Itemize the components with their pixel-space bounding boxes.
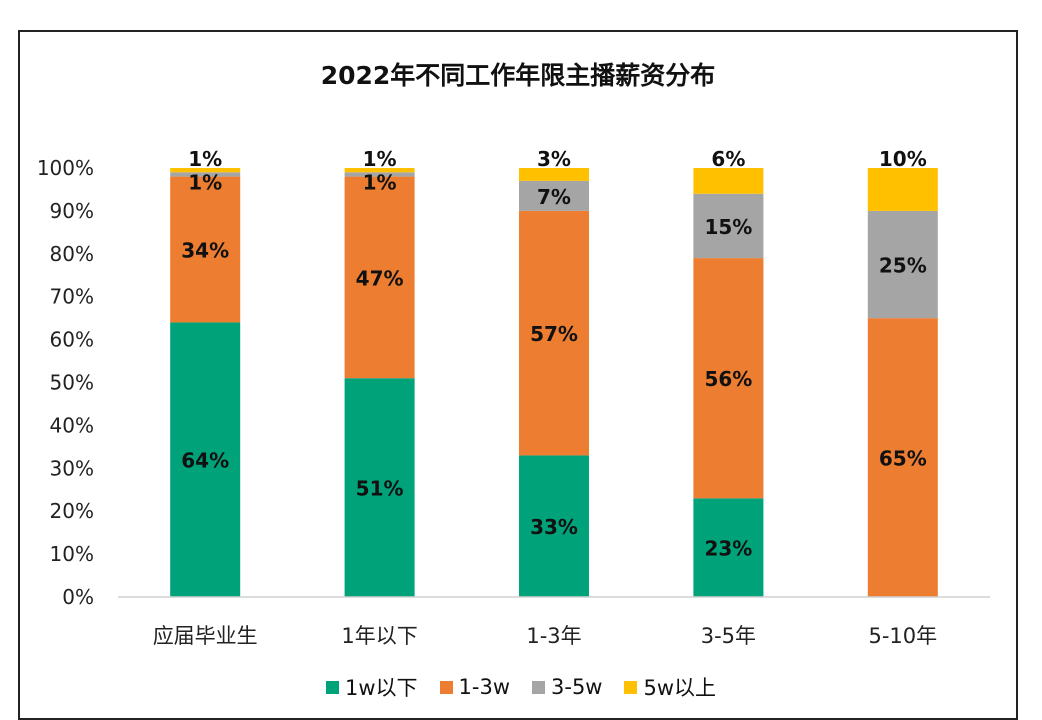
data-label: 1%: [363, 147, 397, 171]
bar-segment: [867, 210, 938, 319]
data-label: 1%: [188, 170, 222, 194]
bar-segment: [170, 172, 241, 177]
bar-segment: [693, 258, 764, 499]
legend-label: 3-5w: [551, 675, 603, 699]
bar-segment: [344, 378, 415, 597]
bar-segment: [344, 176, 415, 379]
data-label: 1%: [363, 170, 397, 194]
data-label: 15%: [704, 215, 752, 239]
y-tick-label: 80%: [50, 242, 94, 266]
x-tick-label: 1-3年: [526, 624, 581, 648]
legend-swatch: [624, 680, 638, 694]
bar-segment: [867, 168, 938, 211]
legend-item: 1-3w: [439, 672, 510, 702]
data-label: 47%: [356, 266, 404, 290]
data-label: 3%: [537, 147, 571, 171]
y-tick-label: 70%: [50, 285, 94, 309]
legend-label: 1w以下: [344, 676, 418, 700]
legend-label: 5w以上: [643, 676, 717, 700]
bar-segment: [344, 168, 415, 173]
y-tick-label: 100%: [37, 156, 94, 180]
data-label: 33%: [530, 515, 578, 539]
data-label: 25%: [879, 254, 927, 278]
data-label: 51%: [356, 477, 404, 501]
data-label: 56%: [704, 367, 752, 391]
chart-title: 2022年不同工作年限主播薪资分布: [320, 61, 716, 90]
legend-swatch: [325, 680, 339, 694]
legend-label: 1-3w: [458, 675, 510, 699]
bar-segment: [519, 180, 589, 211]
bar-segment: [170, 322, 241, 597]
legend-swatch: [532, 680, 545, 694]
y-tick-label: 50%: [50, 371, 94, 395]
bar-segment: [519, 455, 589, 597]
x-tick-label: 3-5年: [701, 624, 756, 648]
x-tick-label: 1年以下: [341, 624, 417, 648]
y-tick-label: 90%: [50, 199, 94, 223]
bar-segment: [867, 318, 938, 597]
data-label: 1%: [188, 147, 222, 171]
y-tick-label: 20%: [50, 499, 94, 523]
chart-legend: 1w以下 1-3w 3-5w 5w以上: [0, 672, 1042, 702]
legend-swatch: [439, 680, 453, 694]
bar-segment: [170, 168, 241, 173]
bar-segment: [519, 168, 589, 181]
bar-segment: [170, 176, 241, 323]
data-label: 7%: [537, 185, 571, 209]
y-tick-label: 60%: [50, 328, 94, 352]
bar-segment: [519, 210, 589, 456]
data-label: 34%: [181, 239, 229, 263]
y-tick-label: 40%: [50, 413, 94, 437]
legend-item: 1w以下: [325, 672, 418, 702]
y-tick-label: 30%: [50, 456, 94, 480]
y-tick-label: 0%: [62, 585, 94, 609]
data-label: 57%: [530, 322, 578, 346]
x-tick-label: 5-10年: [868, 624, 937, 648]
data-label: 65%: [879, 447, 927, 471]
bar-segment: [693, 498, 764, 597]
data-label: 23%: [704, 537, 752, 561]
data-label: 6%: [711, 147, 745, 171]
bar-segment: [693, 193, 764, 259]
legend-item: 5w以上: [624, 672, 716, 702]
bar-segment: [344, 172, 415, 177]
legend-item: 3-5w: [532, 672, 602, 702]
bar-segment: [693, 168, 764, 194]
x-tick-label: 应届毕业生: [153, 624, 258, 648]
data-label: 64%: [181, 449, 229, 473]
chart-plot: 0% 10% 20% 30% 40% 50% 60% 70% 80% 90% 100% 64% 34% 1…: [37, 147, 990, 648]
y-tick-label: 10%: [50, 542, 94, 566]
data-label: 10%: [879, 147, 927, 171]
